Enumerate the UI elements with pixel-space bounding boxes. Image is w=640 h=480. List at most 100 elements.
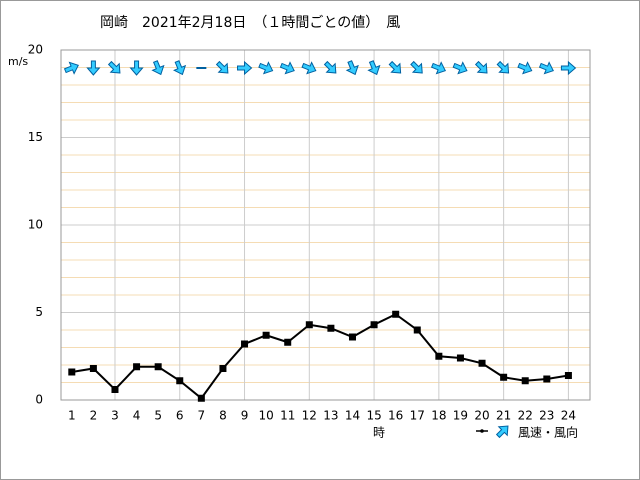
direction-arrow (258, 61, 274, 75)
x-tick-label: 17 (410, 409, 425, 423)
direction-arrow (430, 61, 447, 75)
data-point (456, 354, 464, 362)
x-tick-label: 2 (90, 409, 98, 423)
direction-arrow (496, 60, 510, 74)
arrow-shape (323, 60, 337, 74)
direction-arrow (173, 60, 187, 76)
x-tick-label: 22 (518, 409, 533, 423)
data-point (154, 363, 162, 371)
data-point (478, 359, 486, 367)
arrow-shape (517, 61, 533, 75)
x-tick-label: 14 (345, 409, 360, 423)
direction-arrow (107, 60, 121, 74)
data-point (133, 363, 141, 371)
x-tick-label: 8 (219, 409, 227, 423)
y-tick-label: 0 (35, 393, 43, 407)
direction-arrow (388, 60, 402, 74)
data-point (111, 386, 119, 393)
arrow-shape (538, 61, 554, 75)
data-point (241, 340, 249, 348)
x-tick-label: 24 (561, 409, 576, 423)
arrow-shape (129, 60, 144, 76)
x-tick-label: 21 (496, 409, 511, 423)
x-tick-label: 20 (474, 409, 489, 423)
data-point (305, 321, 313, 329)
arrow-shape (173, 60, 187, 76)
arrow-shape (367, 60, 381, 76)
direction-arrow (63, 61, 79, 75)
data-point (521, 377, 529, 385)
direction-arrow (129, 60, 144, 76)
direction-arrow (215, 60, 229, 74)
arrow-shape (258, 61, 274, 75)
data-point (197, 394, 205, 402)
data-point (543, 375, 551, 383)
y-tick-label: 20 (28, 43, 43, 57)
data-point (262, 331, 270, 339)
data-point (348, 333, 356, 341)
legend-label: 風速・風向 (518, 425, 578, 440)
direction-arrow (301, 61, 317, 75)
arrow-shape (215, 60, 229, 74)
x-tick-label: 15 (366, 409, 381, 423)
direction-arrow (410, 60, 423, 74)
arrow-shape (237, 60, 253, 76)
direction-arrow (538, 61, 554, 75)
x-tick-label: 3 (111, 409, 119, 423)
direction-arrow (345, 60, 359, 76)
y-tick-label: 10 (28, 218, 43, 232)
legend-arrow (495, 425, 509, 439)
x-tick-label: 10 (258, 409, 273, 423)
direction-arrow (474, 60, 488, 74)
data-point (413, 326, 421, 334)
data-point (89, 365, 97, 372)
data-point (327, 324, 335, 332)
x-tick-label: 23 (539, 409, 554, 423)
direction-arrow (367, 60, 381, 76)
chart-title: 岡崎 2021年2月18日 （１時間ごとの値） 風 (100, 15, 400, 31)
data-point (392, 310, 400, 318)
x-tick-label: 9 (241, 409, 249, 423)
legend-dot (480, 429, 484, 433)
direction-arrow (86, 60, 101, 76)
arrow-shape (301, 61, 317, 75)
data-point (370, 321, 378, 329)
x-tick-label: 13 (323, 409, 338, 423)
direction-arrow (279, 61, 295, 75)
direction-arrow (452, 61, 468, 75)
y-axis-label: m/s (8, 55, 28, 68)
data-point (284, 338, 292, 346)
direction-arrow (560, 60, 577, 76)
data-point (219, 365, 227, 372)
x-tick-label: 7 (198, 409, 206, 423)
direction-arrow (323, 60, 337, 74)
arrow-shape (560, 60, 577, 76)
arrow-shape (107, 60, 121, 74)
data-point (435, 352, 443, 360)
arrow-shape (151, 60, 165, 76)
x-tick-label: 4 (133, 409, 141, 423)
x-tick-label: 12 (302, 409, 317, 423)
direction-arrow (237, 60, 253, 76)
direction-arrow (151, 60, 165, 76)
x-tick-label: 18 (431, 409, 446, 423)
data-point (68, 368, 76, 376)
arrow-shape (279, 61, 295, 75)
arrow-shape (430, 61, 447, 75)
y-tick-label: 15 (28, 130, 43, 144)
arrow-shape (495, 425, 509, 439)
x-tick-label: 5 (154, 409, 162, 423)
arrow-shape (63, 61, 79, 75)
data-point (176, 377, 184, 385)
x-tick-label: 16 (388, 409, 403, 423)
data-point (500, 373, 508, 381)
arrow-shape (452, 61, 468, 75)
x-tick-label: 11 (280, 409, 295, 423)
x-tick-label: 19 (453, 409, 468, 423)
y-tick-label: 5 (35, 305, 43, 319)
arrow-shape (86, 60, 101, 76)
arrow-shape (474, 60, 488, 74)
x-axis-label: 時 (373, 426, 385, 440)
arrow-shape (496, 60, 510, 74)
